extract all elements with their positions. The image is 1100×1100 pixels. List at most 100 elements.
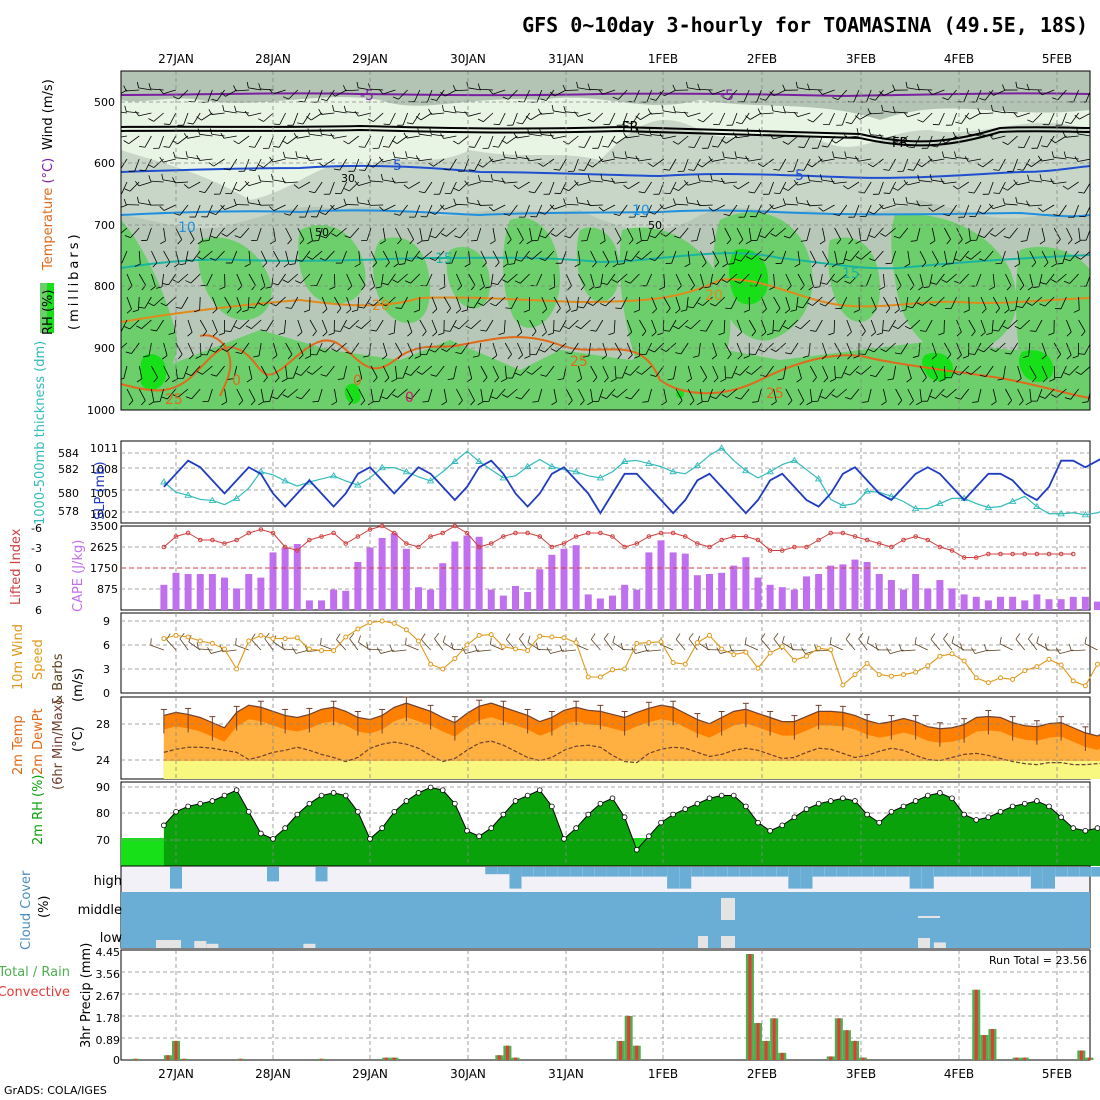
cloud-high-bar: [958, 867, 971, 877]
li-marker: [622, 544, 627, 550]
cape-bar: [572, 545, 580, 610]
rh2m-panel: 90 80 70 2m RH (%): [31, 774, 1100, 867]
cape-bar: [815, 574, 823, 610]
contour-label: 0: [353, 373, 362, 389]
cloud-high-bar: [1018, 867, 1031, 877]
dewpoint-line: [163, 740, 1100, 766]
li-marker: [258, 527, 264, 532]
cape-bar: [245, 574, 253, 610]
cloud-high-bar: [752, 867, 764, 877]
li-marker: [185, 530, 191, 536]
wind-marker: [888, 673, 894, 679]
rh-marker: [1009, 803, 1016, 810]
svg-text:3: 3: [103, 663, 110, 676]
precip-conv-bar: [764, 1040, 768, 1060]
li-marker: [476, 544, 482, 550]
rh-marker: [743, 803, 749, 810]
precip-conv-bar: [497, 1055, 501, 1060]
li-marker: [695, 541, 700, 546]
rh-marker: [609, 795, 616, 802]
temp-contour-15: [121, 252, 1090, 270]
li-marker: [864, 537, 870, 543]
wind-speed-markers: [161, 618, 1100, 689]
rh-marker: [1070, 825, 1077, 831]
rh-marker: [245, 809, 252, 815]
thickness-marker: [208, 496, 217, 503]
li-marker: [282, 544, 288, 550]
minmax-ylabel: (6hr Min/Max): [51, 700, 66, 790]
cape-bar: [645, 552, 653, 610]
cape-bar: [524, 592, 532, 610]
svg-text:1008: 1008: [90, 463, 118, 476]
cloud-high-bar: [1030, 867, 1043, 889]
li-marker: [488, 541, 494, 546]
thickness-marker: [984, 503, 993, 511]
cape-bar: [208, 574, 216, 610]
svg-text:-3: -3: [31, 542, 42, 555]
wind-marker: [294, 635, 300, 641]
li-marker: [1010, 551, 1015, 557]
date-label-top: 30JAN: [450, 52, 486, 66]
cape-bar: [948, 588, 956, 610]
contour-label: 5: [393, 158, 402, 174]
precip-panel: Run Total = 23.56 4.45 3.56 2.67 1.78 0.…: [0, 943, 1094, 1067]
li-marker: [331, 530, 336, 536]
wind-marker: [270, 636, 276, 642]
wind-marker: [682, 661, 688, 667]
thickness-markers: [160, 444, 1090, 518]
wind-marker: [1010, 676, 1016, 682]
svg-text:-6: -6: [31, 522, 42, 535]
svg-text:0: 0: [35, 562, 42, 575]
svg-text:90: 90: [96, 781, 110, 794]
wind-marker: [913, 669, 919, 675]
rh-marker: [488, 825, 495, 831]
temp-ylabel: 2m Temp: [11, 715, 26, 775]
wind-marker: [597, 674, 603, 680]
wind-marker: [876, 672, 882, 678]
precip-conv-bar: [627, 1015, 631, 1060]
cloud-high-bar: [630, 867, 643, 877]
cape-bar: [281, 547, 289, 610]
li-marker: [161, 544, 167, 550]
li-marker: [501, 534, 506, 539]
wind-marker: [658, 639, 664, 645]
svg-text:582: 582: [58, 463, 79, 476]
cape-bar: [839, 564, 847, 610]
contour-label: 50: [648, 219, 662, 232]
li-marker: [743, 534, 749, 539]
wind-marker: [925, 663, 931, 669]
cloud-high-bar: [897, 867, 910, 877]
contour-label: FR: [892, 136, 909, 151]
wind-marker: [173, 632, 179, 638]
rh-marker: [646, 833, 652, 839]
wind-marker: [1082, 683, 1088, 689]
rh-marker: [633, 846, 640, 853]
svg-text:1002: 1002: [90, 508, 118, 521]
lifted-index-markers: [161, 523, 1076, 560]
rh-marker: [621, 814, 628, 821]
precip-conv-bar: [239, 1058, 243, 1060]
rh-marker: [173, 809, 179, 815]
date-label-top: 4FEB: [944, 52, 974, 66]
wind-marker: [416, 638, 421, 644]
li-marker: [913, 534, 918, 539]
rh-marker: [997, 809, 1004, 815]
li-marker: [889, 544, 894, 550]
cape-bar: [621, 584, 629, 610]
cape-bar: [439, 563, 447, 610]
svg-text:0: 0: [103, 687, 110, 700]
cape-bar: [742, 557, 750, 610]
wind-marker: [367, 620, 373, 626]
svg-text:1005: 1005: [90, 487, 118, 500]
cloud-high-bar: [970, 867, 983, 877]
cape-bar: [1033, 594, 1041, 610]
cloud-ylabel: Cloud Cover: [19, 870, 34, 950]
contour-label: 15: [842, 266, 860, 282]
upper-wind-barbs: [121, 81, 1090, 406]
wind-marker: [1058, 662, 1064, 668]
rh-marker: [985, 814, 992, 821]
rh-marker: [342, 792, 349, 799]
cape-bar: [754, 577, 762, 610]
cloud-high-bar: [849, 867, 861, 877]
li-marker: [719, 537, 724, 543]
